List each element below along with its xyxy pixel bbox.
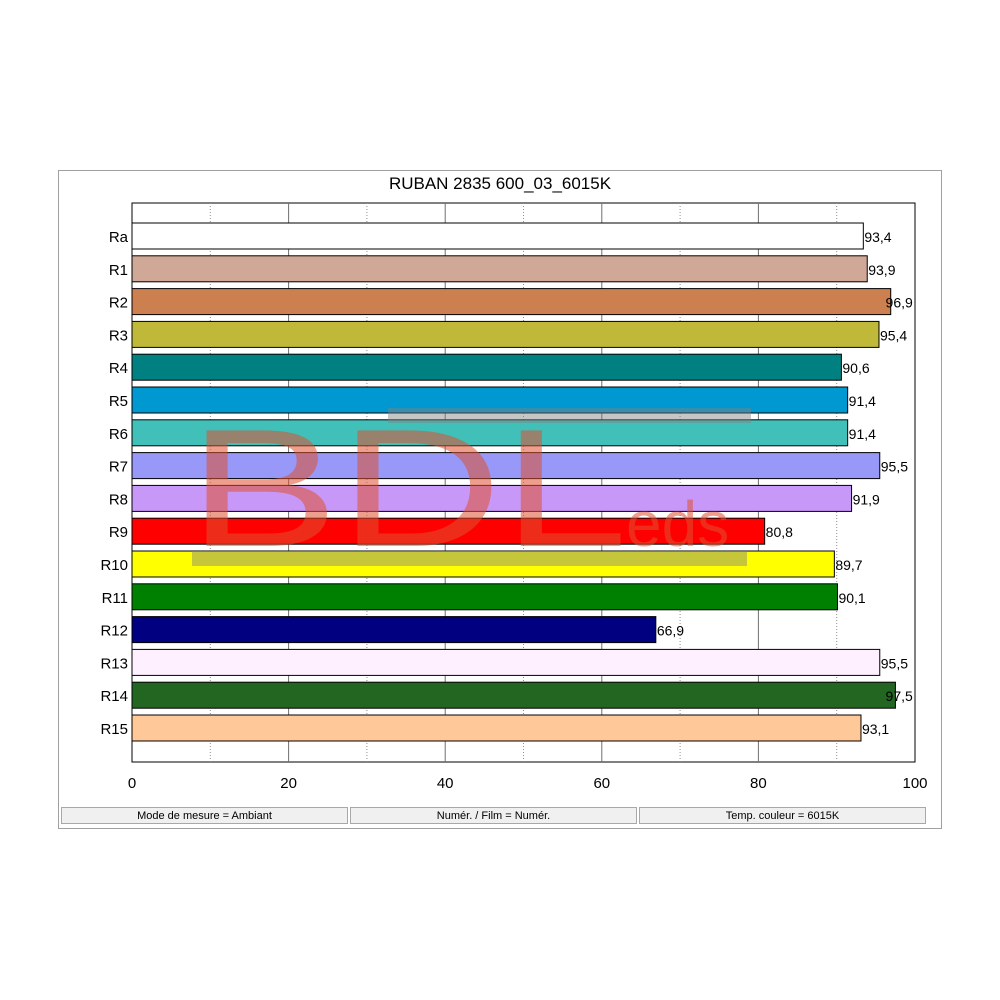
bar-r4 <box>131 353 842 381</box>
category-label: R10 <box>100 557 128 574</box>
bar-r3 <box>131 320 880 348</box>
bar-r9 <box>131 517 766 545</box>
category-label: R12 <box>100 623 128 640</box>
status-measure-mode: Mode de mesure = Ambiant <box>61 807 348 824</box>
bar-r10 <box>131 550 835 578</box>
category-label: R3 <box>109 327 128 344</box>
x-tick-label: 60 <box>593 775 610 792</box>
x-tick-label: 20 <box>280 775 297 792</box>
category-label: R11 <box>102 590 128 607</box>
x-tick-label: 100 <box>902 775 927 792</box>
value-label: 91,4 <box>849 393 876 409</box>
bar-r15 <box>131 714 862 742</box>
status-color-temp: Temp. couleur = 6015K <box>639 807 926 824</box>
value-label: 96,9 <box>886 295 913 311</box>
value-label: 80,8 <box>766 524 793 540</box>
bar-r2 <box>131 288 892 316</box>
value-label: 97,5 <box>886 688 913 704</box>
value-label: 95,5 <box>881 459 908 475</box>
value-label: 91,4 <box>849 426 876 442</box>
value-label: 93,9 <box>868 262 895 278</box>
bar-r6 <box>131 419 849 447</box>
category-label: R9 <box>109 524 128 541</box>
category-label: R6 <box>109 426 128 443</box>
bar-r5 <box>131 386 849 414</box>
value-label: 93,4 <box>864 229 891 245</box>
x-tick-label: 80 <box>750 775 767 792</box>
chart-window: RUBAN 2835 600_03_6015K 0 20 40 60 80 100 Ra 93… <box>58 170 942 829</box>
bar-r14 <box>131 681 896 709</box>
value-label: 95,5 <box>881 655 908 671</box>
category-label: R14 <box>100 688 128 705</box>
chart-title: RUBAN 2835 600_03_6015K <box>388 174 612 193</box>
category-label: R2 <box>109 295 128 312</box>
value-label: 90,1 <box>838 590 865 606</box>
value-label: 66,9 <box>657 623 684 639</box>
x-tick-label: 0 <box>128 775 136 792</box>
value-label: 91,9 <box>853 491 880 507</box>
status-bar: Mode de mesure = Ambiant Numér. / Film =… <box>59 805 941 827</box>
bar-r12 <box>131 616 657 644</box>
bar-r11 <box>131 583 838 611</box>
category-label: R13 <box>100 655 128 672</box>
bar-r13 <box>131 648 881 676</box>
bar-r8 <box>131 484 853 512</box>
category-label: R8 <box>109 491 128 508</box>
category-label: R5 <box>109 393 128 410</box>
category-label: R15 <box>100 721 128 738</box>
category-label: R1 <box>109 262 128 279</box>
category-label: R7 <box>109 459 128 476</box>
bar-r7 <box>131 452 881 480</box>
value-label: 90,6 <box>842 360 869 376</box>
x-tick-label: 40 <box>437 775 454 792</box>
category-label: Ra <box>109 229 129 246</box>
bar-ra <box>131 222 864 250</box>
value-label: 95,4 <box>880 327 907 343</box>
category-label: R4 <box>109 360 128 377</box>
bar-chart: 0 20 40 60 80 100 Ra 93,4 R1 93,9 R2 96,9 R3 95,4 R4 90… <box>100 202 928 792</box>
value-label: 89,7 <box>835 557 862 573</box>
bar-r1 <box>131 255 868 283</box>
value-label: 93,1 <box>862 721 889 737</box>
status-film: Numér. / Film = Numér. <box>350 807 637 824</box>
